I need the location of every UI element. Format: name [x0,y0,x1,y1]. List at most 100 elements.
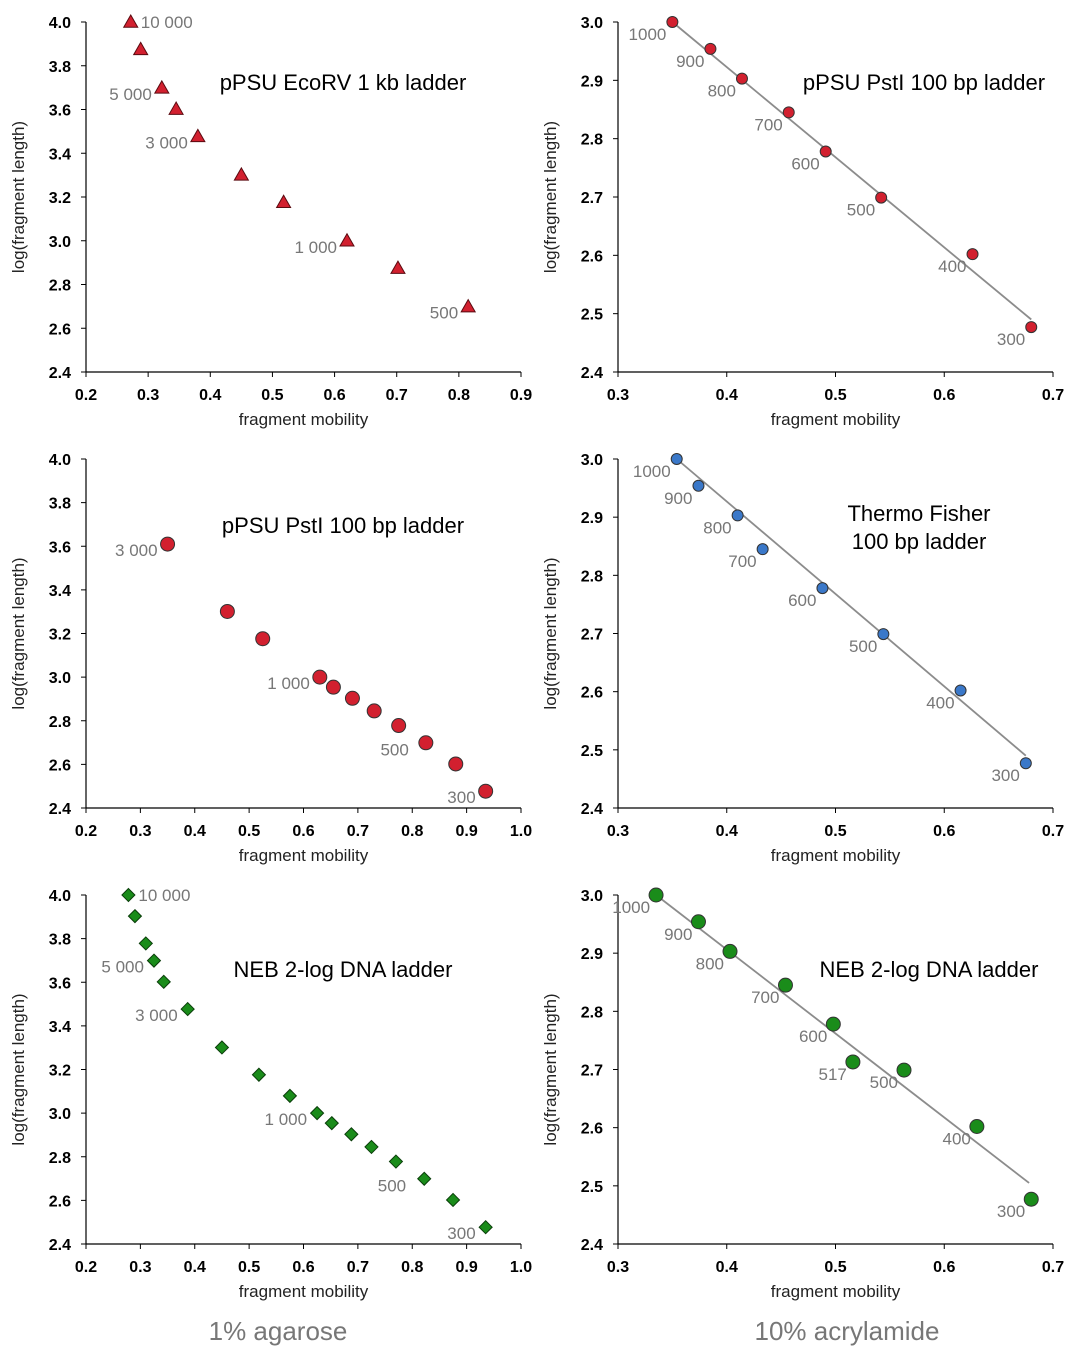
point-annotation: 600 [791,155,819,174]
x-tick-label: 0.4 [199,387,221,404]
y-tick-label: 3.8 [49,59,71,76]
x-tick-label: 0.6 [933,1259,955,1276]
y-tick-label: 2.6 [581,248,603,265]
data-point [690,914,706,930]
y-axis-label: log(fragment length) [9,121,28,273]
y-tick-label: 3.0 [581,452,603,469]
point-annotation: 400 [926,694,954,713]
x-axis-label: fragment mobility [771,410,901,429]
x-tick-label: 0.4 [716,823,738,840]
data-point [666,16,679,28]
y-tick-label: 2.7 [581,627,603,644]
data-point [648,887,664,903]
y-tick-label: 3.6 [49,539,71,556]
point-annotation: 900 [664,925,692,944]
y-tick-label: 2.7 [581,190,603,207]
y-tick-label: 3.8 [49,932,71,949]
x-tick-label: 1.0 [510,823,532,840]
y-tick-label: 3.6 [49,975,71,992]
y-tick-label: 2.6 [581,1121,603,1138]
data-point [875,191,888,204]
chart-title: pPSU PstI 100 bp ladder [222,513,464,538]
point-annotation: 517 [819,1065,847,1084]
x-tick-label: 0.6 [933,387,955,404]
x-tick-label: 0.9 [456,1259,478,1276]
point-annotation: 3 000 [135,1006,178,1025]
y-tick-label: 2.9 [581,946,603,963]
data-point [309,1105,325,1121]
y-tick-label: 4.0 [49,452,71,469]
data-point [251,1067,267,1082]
data-point [460,298,477,313]
data-point [388,1154,404,1169]
data-point [160,536,176,552]
x-tick-label: 0.4 [716,1259,738,1276]
y-tick-label: 2.6 [49,757,71,774]
point-annotation: 400 [938,257,966,276]
data-point [1019,757,1032,770]
x-tick-label: 0.7 [347,823,369,840]
x-tick-label: 0.7 [386,387,408,404]
y-axis-label: log(fragment length) [541,121,560,273]
y-tick-label: 3.4 [49,1019,71,1036]
x-tick-label: 0.5 [238,823,260,840]
y-tick-label: 2.9 [581,510,603,527]
y-tick-label: 2.4 [49,1237,71,1254]
x-tick-label: 0.3 [137,387,159,404]
data-point [954,684,967,697]
point-annotation: 1 000 [265,1110,308,1129]
chart-title: Thermo Fisher [847,501,990,526]
x-tick-label: 0.6 [933,823,955,840]
y-tick-label: 2.4 [49,801,71,818]
chart-title: 100 bp ladder [852,529,987,554]
y-tick-label: 3.8 [49,496,71,513]
y-tick-label: 2.8 [581,132,603,149]
data-point [219,603,235,619]
chart-4: 2.4 2.5 2.6 2.7 2.8 2.9 3.0 0.3 0.4 0.5 0.6 0.7 frag… [541,452,1064,865]
data-point [233,166,250,181]
x-tick-label: 0.4 [184,823,206,840]
chart-6: 2.4 2.5 2.6 2.7 2.8 2.9 3.0 0.3 0.4 0.5 0.6 0.7 frag… [541,887,1064,1301]
data-point [364,1139,379,1155]
data-point [127,908,143,924]
fit-line [676,458,1027,757]
x-tick-label: 0.5 [238,1259,260,1276]
x-tick-label: 0.3 [129,823,151,840]
point-annotation: 500 [430,304,458,323]
point-annotation: 300 [447,1224,475,1243]
data-point [819,145,832,158]
point-annotation: 1 000 [294,238,337,257]
x-tick-label: 0.2 [75,1259,97,1276]
y-tick-label: 4.0 [49,888,71,905]
data-point [312,669,328,685]
data-point [1023,1191,1039,1207]
y-tick-label: 2.8 [49,714,71,731]
y-tick-label: 3.0 [581,888,603,905]
point-annotation: 500 [378,1177,406,1196]
data-point [214,1040,230,1055]
y-tick-label: 2.6 [49,1193,71,1210]
data-point [966,248,979,261]
x-tick-label: 0.3 [607,387,629,404]
data-point [325,679,341,695]
chart-2: 2.4 2.5 2.6 2.7 2.8 2.9 3.0 0.3 0.4 0.5 0.6 0.7 frag… [541,15,1064,429]
x-tick-label: 0.7 [1042,1259,1064,1276]
data-point [735,72,748,85]
chart-3: 2.4 2.6 2.8 3.0 3.2 3.4 3.6 3.8 4.0 0.2 0.3 0.4 0.5 0… [9,452,532,865]
chart-title: NEB 2-log DNA ladder [234,957,453,982]
chart-title: pPSU EcoRV 1 kb ladder [220,70,467,95]
x-axis-label: fragment mobility [239,410,369,429]
data-point [782,106,795,119]
point-annotation: 800 [696,954,724,973]
x-tick-label: 0.7 [347,1259,369,1276]
point-annotation: 10 000 [138,886,190,905]
y-tick-label: 3.4 [49,146,71,163]
caption-agarose: 1% agarose [209,1316,348,1346]
point-annotation: 3 000 [145,133,188,152]
point-annotation: 10 000 [141,13,193,32]
data-point [391,718,407,734]
point-annotation: 600 [799,1027,827,1046]
y-tick-label: 2.5 [581,1179,603,1196]
data-point [445,1192,461,1208]
point-annotation: 300 [447,788,475,807]
